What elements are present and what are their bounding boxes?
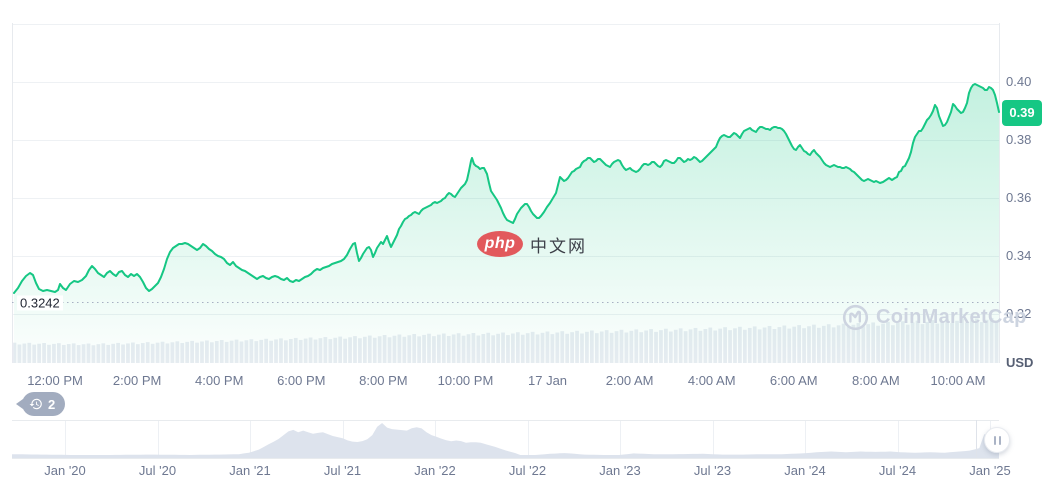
x-axis-label: 12:00 PM <box>27 373 83 388</box>
timeline-area <box>12 423 999 458</box>
history-badge-tail <box>16 399 23 409</box>
open-price-label: 0.3242 <box>17 295 63 310</box>
x-axis-label: 8:00 PM <box>359 373 408 388</box>
x-axis-label: 2:00 PM <box>112 373 162 388</box>
price-line <box>13 83 1000 294</box>
currency-unit-label: USD <box>1006 355 1034 370</box>
x-axis-label: 8:00 AM <box>852 373 900 388</box>
handle-grip-bar <box>998 435 1001 445</box>
history-icon <box>29 398 42 410</box>
y-axis-label: 0.36 <box>1006 190 1032 205</box>
coinmarketcap-logo-icon <box>842 304 869 331</box>
history-count: 2 <box>48 396 56 412</box>
timeline-axis-label: Jan '20 <box>44 463 86 478</box>
coinmarketcap-watermark: CoinMarketCap <box>842 304 1027 331</box>
y-axis-label: 0.34 <box>1006 248 1032 263</box>
history-badge[interactable]: 2 <box>16 392 66 416</box>
php-logo: php <box>477 231 523 257</box>
timeline-axis-label: Jan '24 <box>784 463 826 478</box>
timeline-axis-label: Jul '22 <box>508 463 547 478</box>
main-plot-hover-area[interactable] <box>12 23 999 363</box>
timeline-range-selector[interactable] <box>12 420 999 458</box>
timeline-axis-label: Jan '22 <box>414 463 456 478</box>
timeline-drag-handle[interactable] <box>984 427 1010 453</box>
timeline-axis-label: Jul '24 <box>878 463 917 478</box>
x-axis-label: 6:00 PM <box>277 373 326 388</box>
timeline-axis-label: Jul '20 <box>138 463 177 478</box>
timeline-axis-label: Jan '23 <box>599 463 641 478</box>
timeline-axis-label: Jul '23 <box>693 463 732 478</box>
x-axis-label: 6:00 AM <box>769 373 818 388</box>
y-axis-label: 0.40 <box>1006 74 1032 89</box>
x-axis-label: 10:00 PM <box>437 373 494 388</box>
y-axis-label: 0.38 <box>1006 132 1032 147</box>
current-price-badge: 0.39 <box>1002 100 1042 126</box>
timeline-axis-label: Jul '21 <box>323 463 362 478</box>
timeline-axis-label: Jan '21 <box>229 463 271 478</box>
x-axis-label: 4:00 AM <box>687 373 736 388</box>
php-watermark: php 中文网 <box>477 231 587 257</box>
price-area-fill <box>14 84 999 363</box>
y-axis-label: 0.32 <box>1006 306 1032 321</box>
x-axis-label: 17 Jan <box>528 373 568 388</box>
php-site-text: 中文网 <box>530 236 587 256</box>
x-axis-label: 2:00 AM <box>605 373 654 388</box>
coinmarketcap-text: CoinMarketCap <box>876 306 1027 328</box>
handle-grip-bar <box>993 435 996 445</box>
x-axis-label: 10:00 AM <box>930 373 986 388</box>
x-axis-label: 4:00 PM <box>194 373 244 388</box>
timeline-axis-label: Jan '25 <box>969 463 1011 478</box>
